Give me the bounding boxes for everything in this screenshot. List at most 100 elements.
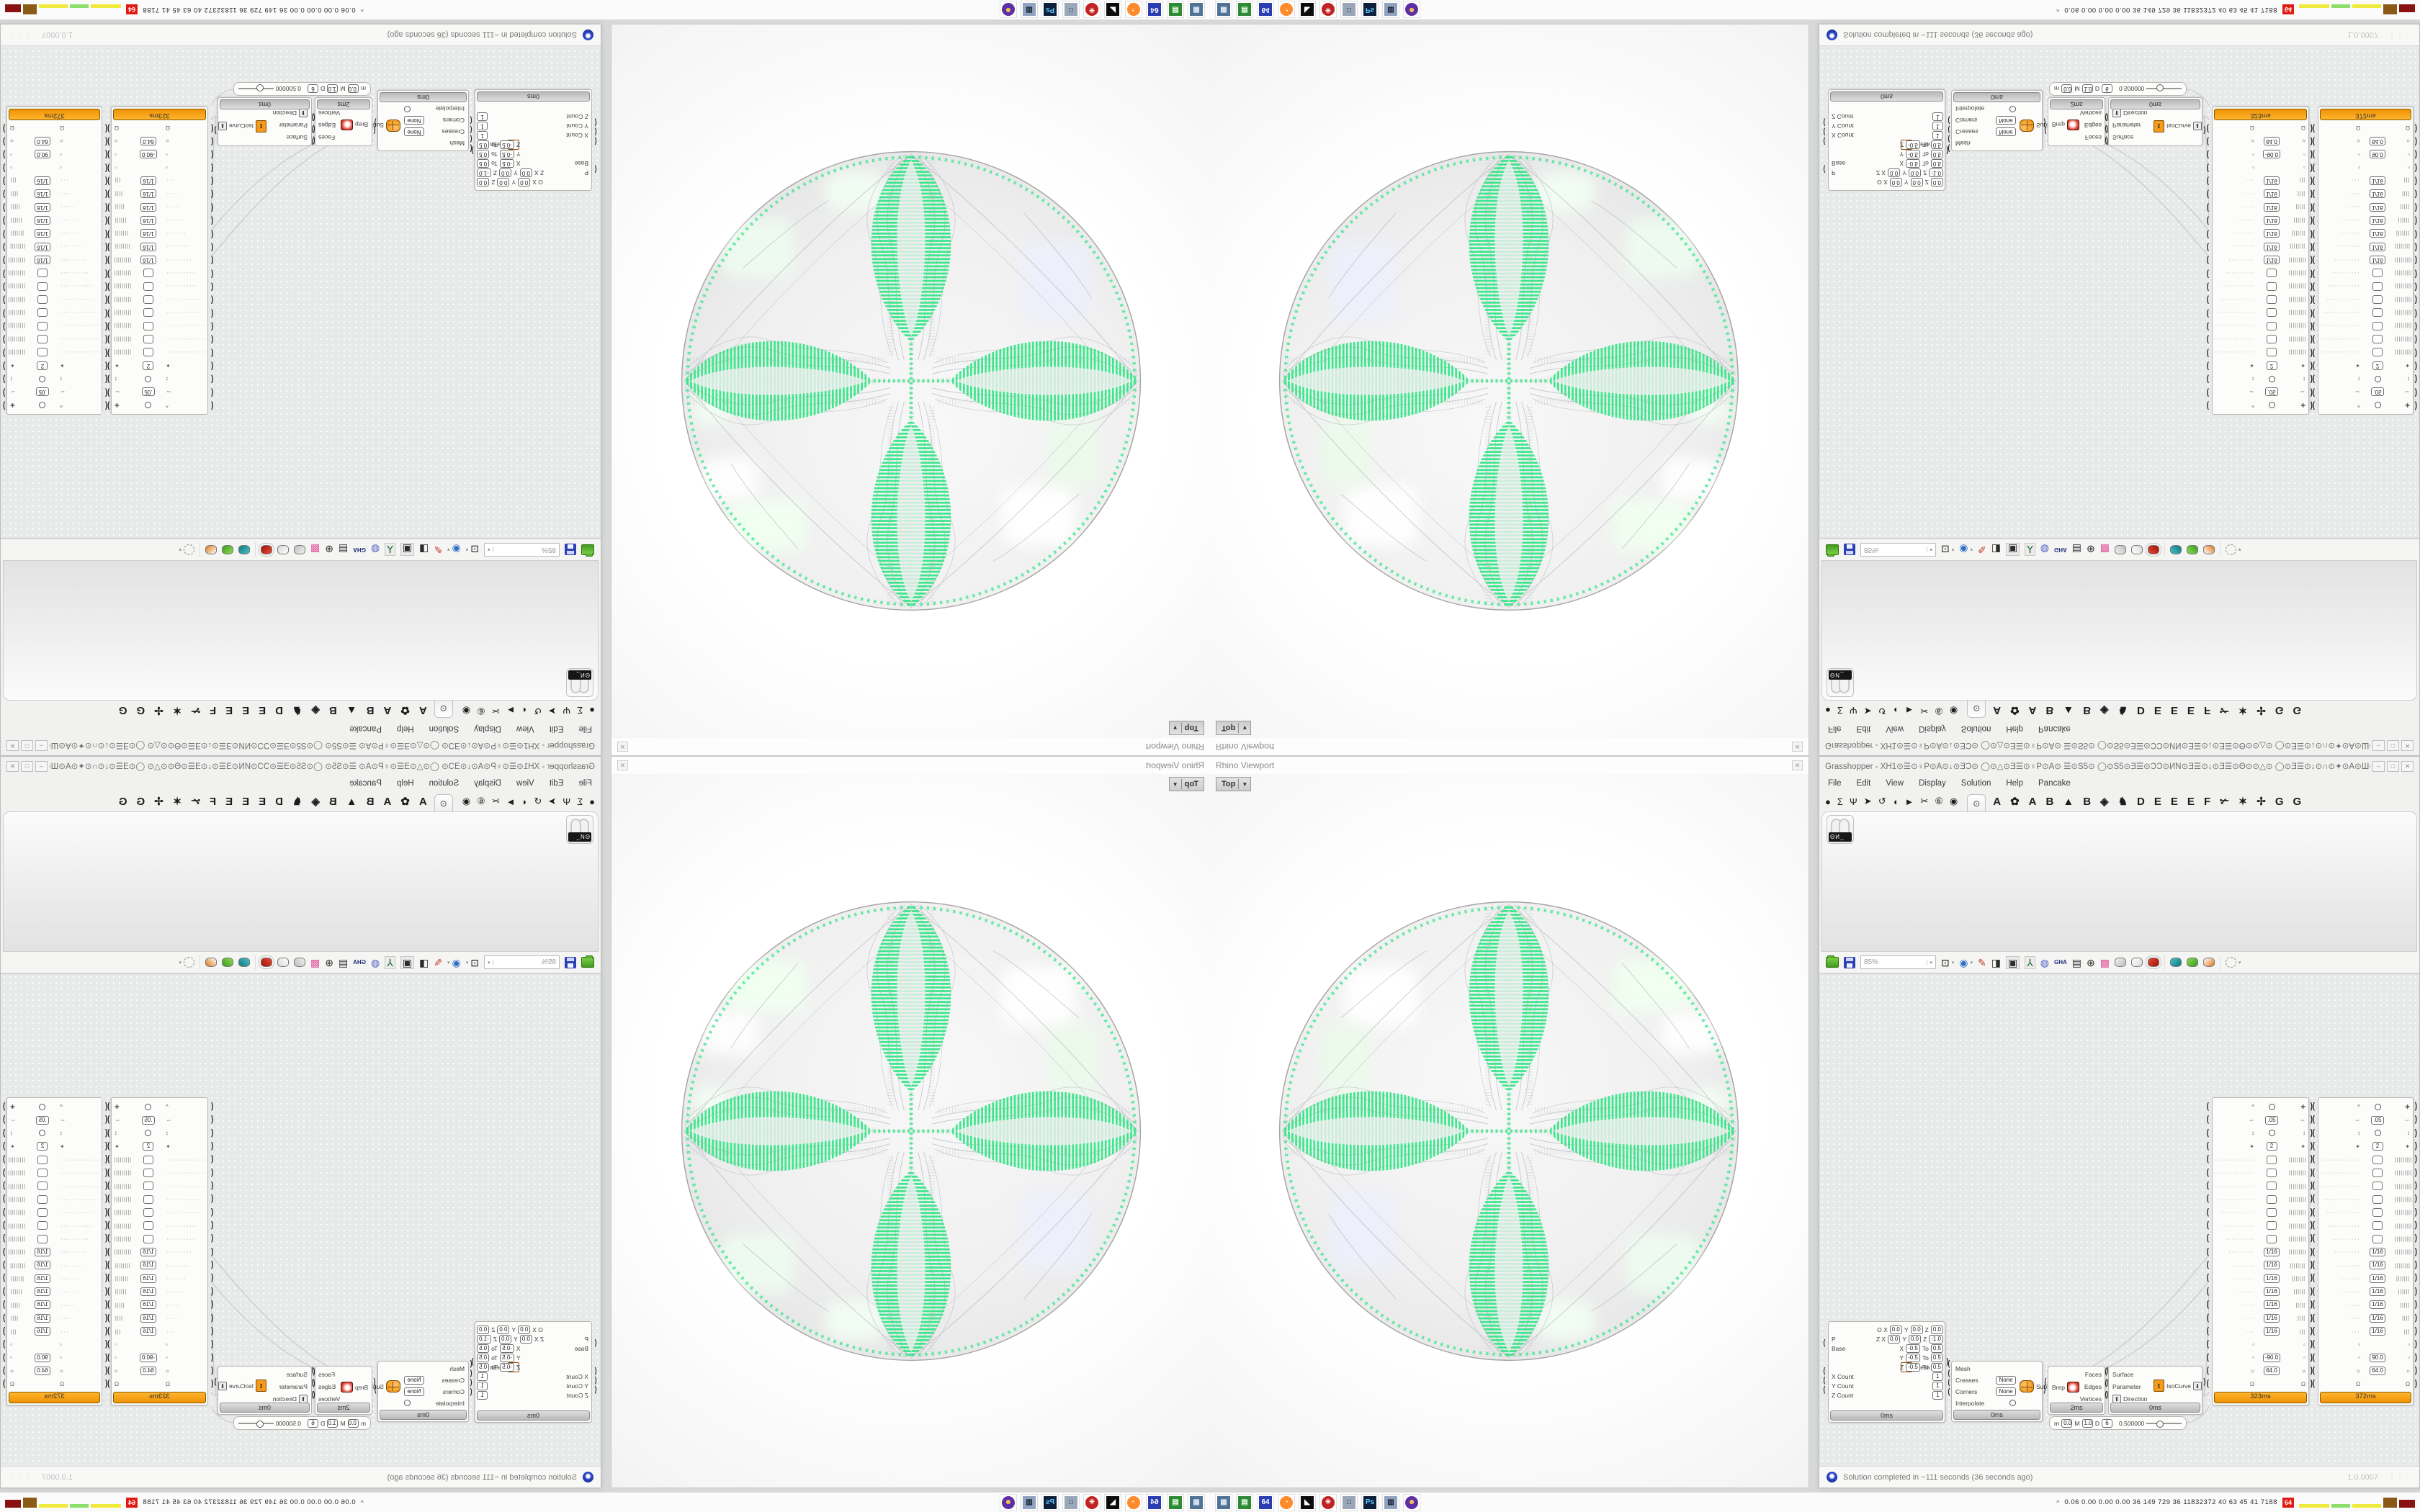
param-value-box[interactable]: 1 — [477, 1372, 488, 1381]
sequencer-value-box[interactable]: 1/16 — [2264, 202, 2280, 212]
isocurve-node[interactable]: t IsoCurve ⬇ Surface Parameter ⬆ Direction 0… — [2108, 1366, 2202, 1415]
moth-component-button[interactable]: ΘИ_ — [1827, 668, 1854, 697]
sequencer-value-box[interactable] — [143, 295, 153, 305]
category-tab-icon-0[interactable]: ● — [1825, 705, 1831, 716]
category-tab-13[interactable]: ✃ — [2220, 796, 2229, 808]
category-tab-9[interactable]: E — [259, 704, 266, 717]
gha-icon[interactable]: GHA — [353, 958, 367, 966]
grasshopper-titlebar[interactable]: Grasshopper - XH1⊙☰⊙♀P⊙A⊙↓⊙ƎƆ⊙ ◯⊙△⊙Ǝ☰⊙♀P… — [1, 757, 601, 775]
sequencer-value-box[interactable] — [37, 282, 48, 291]
taskbar-photoshop-icon[interactable]: Ps — [1041, 1493, 1059, 1511]
boombox-icon[interactable]: ▣ — [2005, 955, 2020, 969]
mesh-box-node[interactable]: Mesh O X 0.0 Y 0.0 Z 0.0 P Z X 0.0 Y 0.0 Z -1.0 Base X… — [475, 89, 592, 191]
sequencer-value-box[interactable]: 90.0 — [2370, 150, 2385, 159]
sequencer-value-box[interactable] — [143, 348, 153, 357]
tween-sequencer-node-1[interactable]: ^✚⇔.05⇔↕↕✦2✦················||||||||||||… — [111, 1097, 208, 1405]
param-value-box[interactable]: 1 — [1932, 1372, 1943, 1381]
menu-item-file[interactable]: File — [578, 779, 592, 788]
gha-icon[interactable]: GHA — [353, 546, 367, 554]
sequencer-value-box[interactable]: 1/16 — [2264, 1327, 2280, 1336]
save-file-icon[interactable] — [1844, 956, 1855, 968]
sequencer-value-box[interactable] — [2372, 1182, 2383, 1191]
category-tab-15[interactable]: ✢ — [154, 796, 163, 808]
sequencer-value-box[interactable]: 2 — [2372, 1142, 2383, 1151]
toggle-circle[interactable] — [39, 375, 46, 382]
domain-value-box[interactable]: 1.0 — [2081, 84, 2093, 94]
sequencer-value-box[interactable]: 1/16 — [2264, 189, 2280, 199]
sequencer-value-box[interactable]: 1/16 — [2264, 1313, 2280, 1323]
sequencer-value-box[interactable]: 1/16 — [2370, 229, 2385, 238]
category-tab-8[interactable]: D — [275, 795, 283, 808]
preview-wire-icon[interactable] — [294, 958, 306, 967]
domain-value-box[interactable]: 0.0 — [347, 1418, 359, 1428]
category-tab-icon-5[interactable]: ◖ — [521, 796, 528, 807]
taskbar-control-panel-icon[interactable]: ▥ — [1021, 1, 1038, 19]
sequencer-value-box[interactable] — [2372, 1168, 2383, 1177]
speaker-icon[interactable]: ◨ — [1991, 544, 2001, 556]
category-tab-icon-7[interactable]: ✂ — [1920, 706, 1929, 716]
sequencer-value-box[interactable] — [37, 321, 48, 330]
subd-from-mesh-node[interactable]: SubD Mesh Creases None Corners None Interpola… — [369, 90, 469, 151]
pipe-green-icon[interactable] — [2186, 545, 2198, 554]
sequencer-value-box[interactable] — [2372, 308, 2383, 318]
gha-icon[interactable]: GHA — [2053, 546, 2067, 554]
taskbar-red-emblem-icon[interactable]: ✳ — [1319, 1, 1337, 19]
sequencer-value-box[interactable] — [37, 335, 48, 344]
category-tab-7[interactable]: ♞ — [292, 704, 302, 716]
sequencer-value-box[interactable]: 1/16 — [2370, 1261, 2385, 1270]
param-value-box[interactable]: 0.0 — [497, 1325, 510, 1334]
taskbar-floppy64-icon[interactable]: 64 — [1146, 1, 1163, 19]
category-tab-icon-4[interactable]: ↺ — [534, 706, 542, 716]
sequencer-value-box[interactable]: 1/16 — [140, 1287, 156, 1296]
toggle-circle[interactable] — [2374, 1130, 2381, 1137]
subd-value-box[interactable]: None — [1996, 1387, 2016, 1396]
boombox-icon[interactable]: ▣ — [400, 955, 415, 969]
subd-value-box[interactable]: None — [404, 1375, 424, 1385]
sequencer-value-box[interactable]: 1/16 — [35, 1300, 50, 1310]
category-tab-10[interactable]: E — [2170, 704, 2178, 717]
sequencer-value-box[interactable] — [143, 269, 153, 278]
sequencer-value-box[interactable] — [2267, 1155, 2277, 1164]
category-tab-icon-0[interactable]: ● — [589, 705, 595, 716]
category-tab-5[interactable]: B — [328, 795, 337, 808]
category-tab-9[interactable]: E — [2154, 795, 2161, 808]
sequencer-value-box[interactable] — [2372, 348, 2383, 357]
grasshopper-canvas[interactable]: Mesh O X 0.0 Y 0.0 Z 0.0 P Z X 0.0 Y 0.0 Z -1.0 Base X… — [1819, 46, 2419, 539]
sphere-half-orange-icon[interactable] — [205, 958, 218, 967]
menu-item-edit[interactable]: Edit — [549, 724, 564, 733]
sequencer-value-box[interactable] — [143, 1221, 153, 1230]
menu-item-help[interactable]: Help — [396, 779, 414, 788]
sequencer-value-box[interactable] — [2372, 282, 2383, 291]
toggle-circle[interactable] — [145, 1130, 152, 1137]
sequencer-value-box[interactable]: 1/16 — [140, 176, 156, 185]
taskbar-window-app-icon[interactable]: □ — [1340, 1, 1358, 19]
taskbar-window-app-icon[interactable]: □ — [1062, 1493, 1080, 1511]
param-value-box[interactable]: 1 — [1932, 122, 1943, 131]
param-value-box[interactable]: -0.5 — [1906, 1344, 1920, 1353]
taskbar-bw-app-icon[interactable]: ◣ — [1299, 1, 1316, 19]
sequencer-value-box[interactable]: 1/16 — [35, 1287, 50, 1296]
category-tab-0[interactable]: A — [1993, 795, 2002, 808]
number-slider[interactable] — [238, 1422, 274, 1424]
resize-grip[interactable]: ⋮⋮⋮ — [8, 1473, 32, 1481]
sequencer-value-box[interactable]: 1/16 — [35, 229, 50, 238]
document-icon[interactable]: ▤ — [339, 956, 349, 968]
find-dollar-icon[interactable]: ⊕ — [325, 956, 334, 968]
direction-arrow-icon[interactable]: ⬆ — [299, 109, 308, 118]
category-tab-1[interactable]: ✿ — [400, 704, 410, 716]
category-tab-11[interactable]: E — [225, 795, 233, 808]
category-tab-icon-3[interactable]: ➤ — [1863, 796, 1872, 806]
sequencer-value-box[interactable] — [37, 1194, 48, 1204]
sequencer-value-box[interactable] — [37, 269, 48, 278]
category-tab-icon-9[interactable]: ◉ — [462, 796, 471, 806]
sequencer-value-box[interactable]: 1/16 — [140, 229, 156, 238]
preview-shaded-icon[interactable] — [2145, 955, 2161, 969]
tween-sequencer-node-1[interactable]: ^✚⇔.05⇔↕↕✦2✦················||||||||||||… — [111, 107, 208, 415]
sequencer-value-box[interactable]: 1/16 — [140, 1300, 156, 1310]
sequencer-value-box[interactable]: 1/16 — [140, 202, 156, 212]
category-tab-icon-2[interactable]: Ψ — [1849, 705, 1857, 716]
param-value-box[interactable]: -0.5 — [500, 1353, 514, 1362]
selection-region-icon-dropdown-arrow[interactable]: ▾ — [2238, 546, 2241, 552]
domain-value-box[interactable]: 1.0 — [327, 84, 339, 94]
viewport-view-tab[interactable]: Top ▼ — [1216, 721, 1252, 735]
